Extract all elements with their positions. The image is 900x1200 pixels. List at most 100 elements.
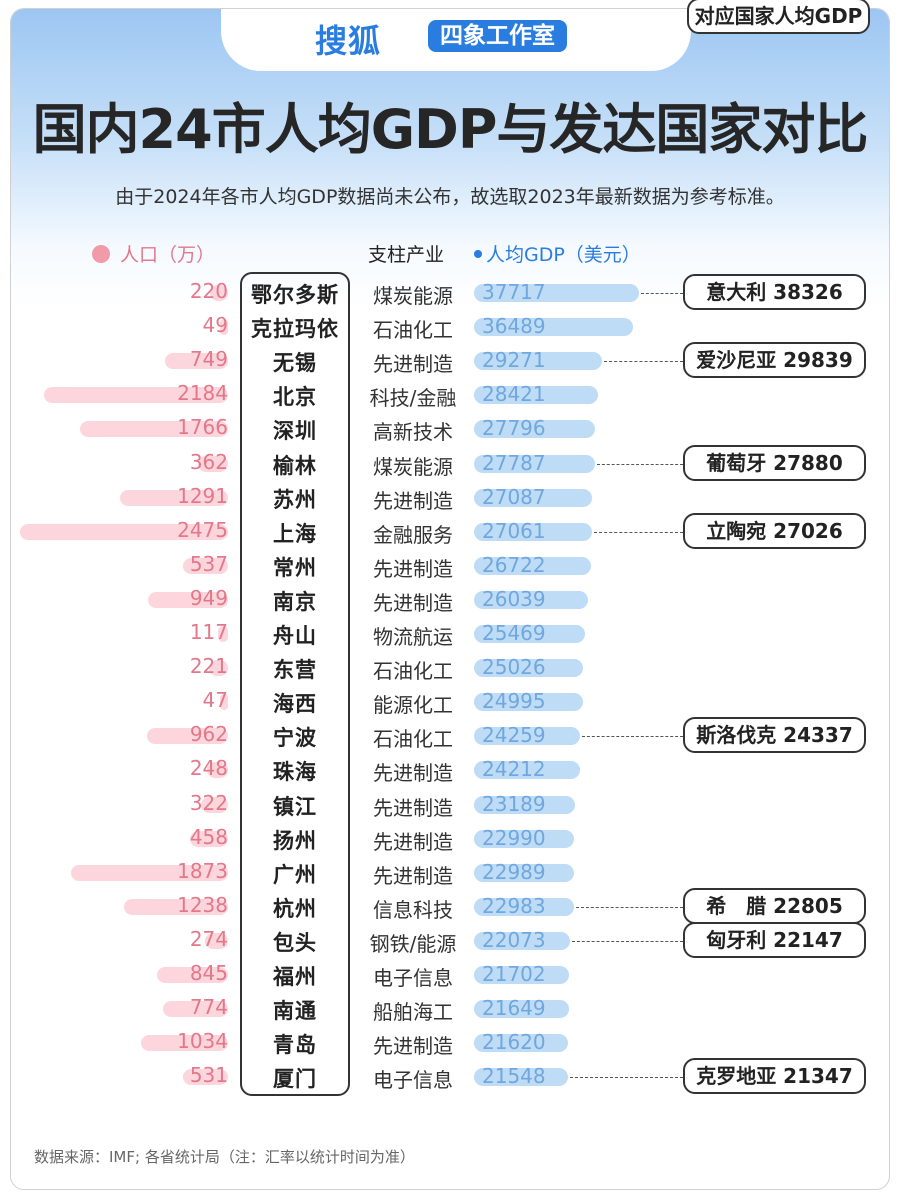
pillar-industry: 先进制造 [373,761,453,786]
table-row: 274 包头 钢铁/能源 22073 匈牙利 22147 [0,921,900,958]
city-name: 宁波 [273,726,317,751]
population-value: 1034 [177,1029,228,1054]
population-bar [207,762,228,779]
legend-population: 人口（万） [92,240,215,267]
population-value: 2184 [177,381,228,406]
city-name: 包头 [273,930,317,955]
population-value: 274 [189,926,228,951]
population-value: 845 [189,961,228,985]
population-value: 117 [189,620,228,644]
table-row: 322 镇江 先进制造 23189 [0,788,900,822]
population-value: 1238 [177,892,228,917]
gdp-value: 22983 [482,893,546,918]
pillar-industry: 电子信息 [373,966,453,990]
city-name: 厦门 [273,1067,317,1092]
population-bar [147,728,228,745]
pillar-industry: 物流航运 [373,625,453,649]
population-bar [200,796,228,813]
gdp-value: 21649 [482,996,546,1021]
table-row: 220 鄂尔多斯 煤炭能源 37717 意大利 38326 [0,274,900,310]
table-row: 362 榆林 煤炭能源 27787 葡萄牙 27880 [0,444,900,481]
population-value: 949 [189,585,228,610]
population-value: 1873 [177,858,228,883]
country-comparison: 斯洛伐克 24337 [683,717,866,754]
country-comparison: 克罗地亚 21347 [683,1058,866,1095]
population-bar [156,967,228,983]
population-bar [204,932,228,949]
population-value: 47 [202,688,228,713]
table-row: 117 舟山 物流航运 25469 [0,617,900,651]
leader-line [572,940,683,942]
gdp-value: 24212 [482,757,546,782]
legend-industry: 支柱产业 [368,244,445,266]
gdp-bar [474,590,588,609]
gdp-value: 26039 [482,586,546,611]
table-row: 1873 广州 先进制造 22989 [0,856,900,890]
population-value: 248 [189,756,228,781]
table-row: 2475 上海 金融服务 27061 立陶宛 27026 [0,512,900,549]
leader-line [570,1077,683,1079]
leader-line [581,736,683,738]
city-column-frame [240,272,350,1096]
pillar-industry: 先进制造 [373,590,453,615]
city-name: 东营 [273,658,317,683]
gdp-bar [474,284,639,302]
pillar-industry: 先进制造 [373,829,453,854]
gdp-value: 36489 [482,314,546,339]
population-value: 220 [189,279,228,303]
city-name: 无锡 [273,351,317,376]
gdp-bar [474,1000,569,1019]
pillar-industry: 能源化工 [373,693,453,718]
leader-line [576,906,683,908]
chart-title: 国内24市人均GDP与发达国家对比 [32,98,869,161]
city-name: 杭州 [273,896,317,921]
gdp-value: 22989 [482,859,546,884]
population-dot-icon [92,245,110,263]
table-row: 1766 深圳 高新技术 27796 [0,412,900,446]
city-name: 南通 [273,999,317,1024]
table-row: 845 福州 电子信息 21702 [0,958,900,992]
population-bar [79,421,228,438]
population-value: 322 [189,790,228,815]
population-bar [182,557,228,574]
pillar-industry: 钢铁/能源 [369,931,457,956]
table-row: 248 珠海 先进制造 24212 [0,753,900,787]
studio-badge: 四象工作室 [428,20,567,52]
gdp-bar [474,318,634,337]
gdp-value: 22073 [482,927,546,952]
gdp-value: 24259 [482,723,546,748]
gdp-bar [474,931,571,950]
table-row: 749 无锡 先进制造 29271 爱沙尼亚 29839 [0,342,900,379]
city-name: 镇江 [273,794,317,819]
leader-line [597,463,683,465]
country-comparison: 希 腊 22805 [683,887,866,924]
pillar-industry: 先进制造 [373,556,453,581]
gdp-value: 23189 [482,791,546,816]
pillar-industry: 高新技术 [373,420,453,445]
gdp-bar [474,829,575,848]
population-bar [220,319,228,336]
city-name: 扬州 [273,828,317,853]
table-row: 774 南通 船舶海工 21649 [0,992,900,1026]
gdp-bar [474,1068,569,1087]
gdp-value: 26722 [482,552,546,577]
gdp-bar [474,352,602,371]
pillar-industry: 先进制造 [373,795,453,820]
gdp-value: 21702 [482,962,546,986]
pillar-industry: 电子信息 [373,1068,453,1093]
gdp-value: 27787 [482,450,546,475]
population-bar [220,694,228,711]
population-value: 2475 [177,517,228,542]
gdp-value: 25026 [482,655,546,680]
pillar-industry: 先进制造 [373,863,453,888]
legend-population-label: 人口（万） [120,244,216,266]
population-bar [209,660,228,677]
population-bar [148,591,228,608]
gdp-bar [474,761,580,780]
population-bar [218,626,228,642]
city-name: 南京 [273,589,317,614]
table-row: 47 海西 能源化工 24995 [0,685,900,719]
gdp-bar [474,556,591,575]
city-name: 福州 [273,965,317,989]
gdp-value: 29271 [482,348,546,373]
